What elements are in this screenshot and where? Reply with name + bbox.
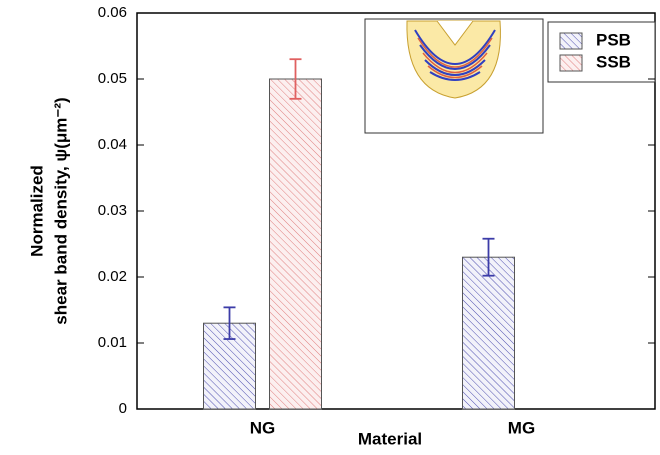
y-tick-label: 0.02 [98, 268, 127, 285]
y-axis-label: shear band density, ψ(μm⁻²) [51, 97, 70, 324]
y-tick-label: 0.05 [98, 70, 127, 87]
legend-swatch [559, 54, 583, 72]
legend-frame [547, 21, 656, 83]
y-tick-label: 0.03 [98, 202, 127, 219]
bar [462, 256, 515, 410]
y-tick-label: 0.01 [98, 334, 127, 351]
inset-notch [436, 20, 474, 46]
error-bar [482, 237, 495, 277]
inset-bands [414, 29, 496, 81]
x-tick-label: NG [250, 418, 276, 437]
legend-swatch [559, 32, 583, 50]
x-tick-label: MG [508, 418, 535, 437]
y-tick-label: 0.06 [98, 4, 127, 21]
inset [364, 18, 544, 134]
x-axis-label: Material [358, 429, 422, 448]
inset-shape [406, 20, 501, 99]
legend-label: SSB [596, 52, 631, 71]
y-axis-label: Normalized [27, 165, 46, 257]
y-tick-label: 0.04 [98, 136, 127, 153]
legend-label: PSB [596, 30, 631, 49]
inset-bands [417, 37, 493, 79]
y-tick-label: 0 [119, 400, 127, 417]
bar [269, 78, 322, 410]
bar [203, 322, 256, 410]
error-bar [223, 306, 236, 340]
error-bar [289, 58, 302, 100]
